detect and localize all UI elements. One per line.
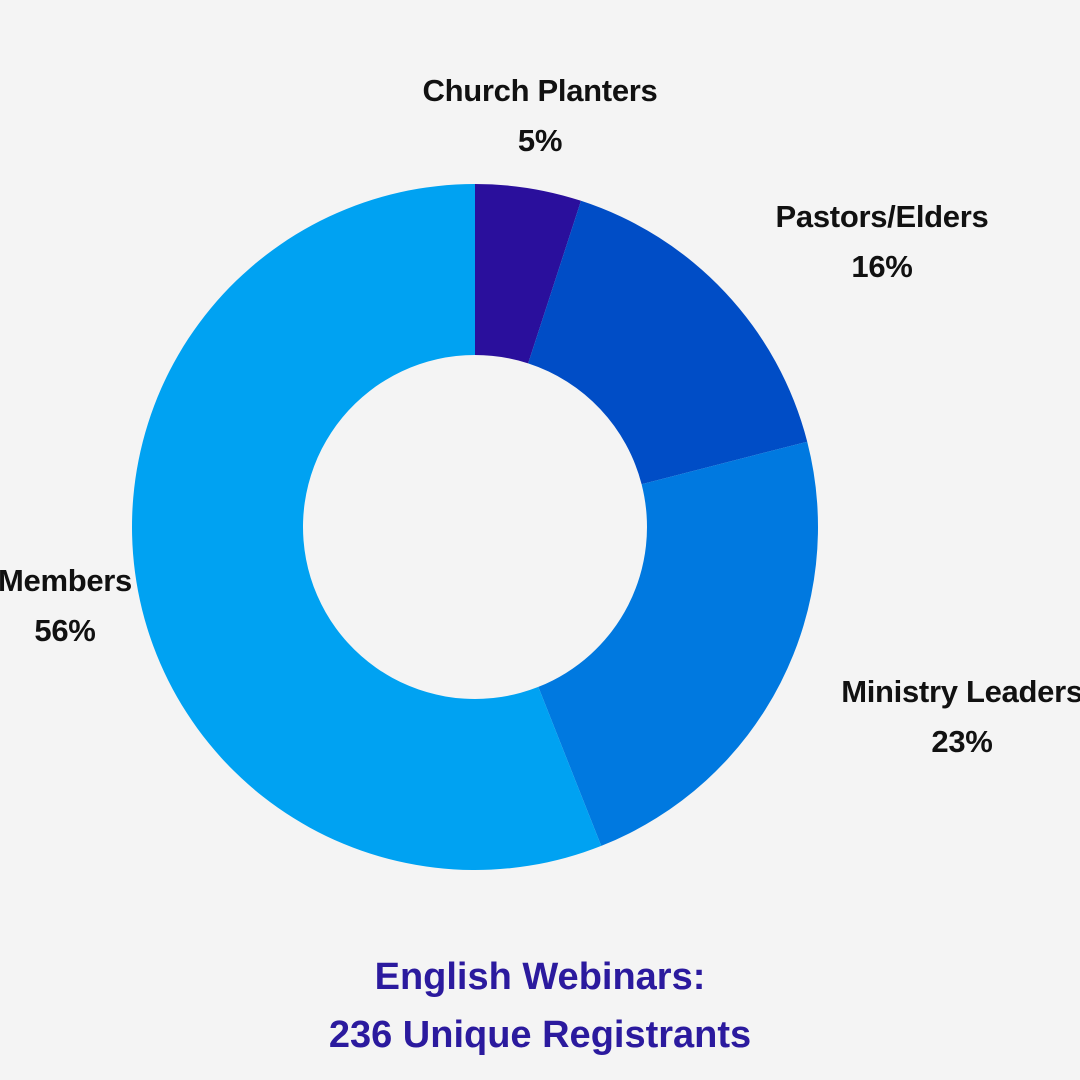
donut-slice-ministry-leaders	[538, 441, 818, 846]
slice-name: Church Planters	[422, 73, 658, 108]
chart-title: English Webinars: 236 Unique Registrants	[0, 948, 1080, 1064]
slice-label-pastors-elders: Pastors/Elders 16%	[776, 192, 989, 292]
slice-label-ministry-leaders: Ministry Leaders 23%	[841, 667, 1080, 767]
chart-title-line1: English Webinars:	[374, 956, 706, 998]
slice-name: Members	[0, 563, 133, 598]
slice-name: Ministry Leaders	[841, 674, 1080, 709]
slice-name: Pastors/Elders	[775, 199, 989, 234]
slice-percent: 5%	[517, 123, 563, 158]
donut-slice-church-planters	[475, 184, 581, 364]
slice-label-church-planters: Church Planters 5%	[423, 66, 658, 166]
slice-label-members: Members 56%	[0, 556, 132, 656]
chart-title-line2: 236 Unique Registrants	[328, 1014, 752, 1056]
donut-slice-pastors-elders	[528, 200, 808, 485]
slice-percent: 23%	[931, 724, 993, 759]
slice-percent: 16%	[851, 249, 913, 284]
donut-slice-members	[132, 184, 602, 870]
slice-percent: 56%	[34, 613, 96, 648]
